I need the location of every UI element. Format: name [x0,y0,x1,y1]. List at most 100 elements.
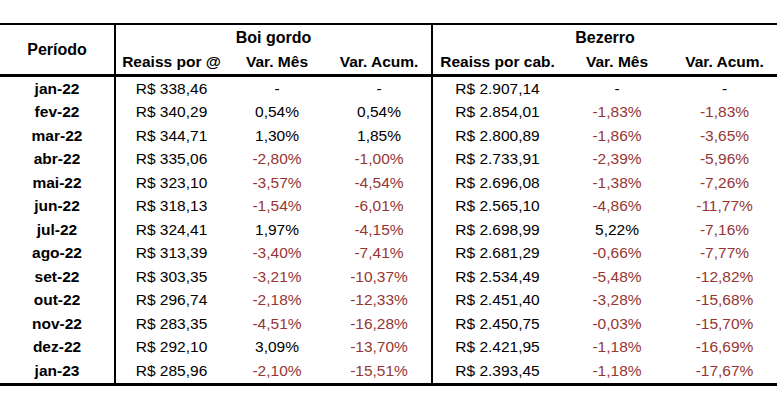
table-body: jan-22R$ 338,46--R$ 2.907,14--fev-22R$ 3… [0,76,777,385]
column-header-bezerro-reais-por-cab: Reaiss por cab. [432,50,562,76]
value-cell: -16,69% [672,336,777,360]
value-cell: R$ 318,13 [115,195,227,219]
value-cell: -17,67% [672,359,777,384]
period-cell: jul-22 [0,218,115,242]
value-cell: -2,18% [227,289,327,313]
table-row: nov-22R$ 283,35-4,51%-16,28%R$ 2.450,75-… [0,312,777,336]
value-cell: R$ 335,06 [115,148,227,172]
value-cell: -11,77% [672,195,777,219]
table-row: fev-22R$ 340,290,54%0,54%R$ 2.854,01-1,8… [0,101,777,125]
table-row: mai-22R$ 323,10-3,57%-4,54%R$ 2.696,08-1… [0,171,777,195]
value-cell: - [562,76,672,101]
value-cell: R$ 296,74 [115,289,227,313]
period-cell: set-22 [0,265,115,289]
value-cell: R$ 2.681,29 [432,242,562,266]
period-cell: jan-22 [0,76,115,101]
value-cell: 3,09% [227,336,327,360]
column-header-bezerro-var-acum: Var. Acum. [672,50,777,76]
value-cell: -15,51% [327,359,432,384]
value-cell: -7,77% [672,242,777,266]
period-cell: ago-22 [0,242,115,266]
value-cell: -1,83% [562,101,672,125]
value-cell: -2,39% [562,148,672,172]
value-cell: R$ 2.565,10 [432,195,562,219]
value-cell: -7,16% [672,218,777,242]
value-cell: -10,37% [327,265,432,289]
period-cell: nov-22 [0,312,115,336]
value-cell: -13,70% [327,336,432,360]
period-cell: mar-22 [0,124,115,148]
value-cell: -1,18% [562,359,672,384]
column-header-bezerro-var-mes: Var. Mês [562,50,672,76]
table-row: out-22R$ 296,74-2,18%-12,33%R$ 2.451,40-… [0,289,777,313]
value-cell: 0,54% [227,101,327,125]
value-cell: 1,85% [327,124,432,148]
value-cell: -12,33% [327,289,432,313]
column-header-boi-var-mes: Var. Mês [227,50,327,76]
value-cell: -16,28% [327,312,432,336]
group-header-bezerro: Bezerro [432,24,777,50]
table-row: set-22R$ 303,35-3,21%-10,37%R$ 2.534,49-… [0,265,777,289]
value-cell: R$ 340,29 [115,101,227,125]
table-row: abr-22R$ 335,06-2,80%-1,00%R$ 2.733,91-2… [0,148,777,172]
value-cell: R$ 2.854,01 [432,101,562,125]
value-cell: -4,86% [562,195,672,219]
value-cell: -1,38% [562,171,672,195]
table-header: Período Boi gordo Bezerro Reaiss por @ V… [0,24,777,76]
cattle-price-report: Período Boi gordo Bezerro Reaiss por @ V… [0,0,777,409]
value-cell: -6,01% [327,195,432,219]
value-cell: R$ 2.800,89 [432,124,562,148]
table-row: dez-22R$ 292,103,09%-13,70%R$ 2.421,95-1… [0,336,777,360]
column-header-boi-var-acum: Var. Acum. [327,50,432,76]
value-cell: R$ 2.450,75 [432,312,562,336]
cattle-price-table: Período Boi gordo Bezerro Reaiss por @ V… [0,23,777,386]
value-cell: R$ 2.534,49 [432,265,562,289]
value-cell: R$ 2.421,95 [432,336,562,360]
value-cell: R$ 338,46 [115,76,227,101]
subheader-row: Reaiss por @ Var. Mês Var. Acum. Reaiss … [0,50,777,76]
value-cell: R$ 323,10 [115,171,227,195]
value-cell: -1,00% [327,148,432,172]
table-row: jul-22R$ 324,411,97%-4,15%R$ 2.698,995,2… [0,218,777,242]
value-cell: -4,51% [227,312,327,336]
value-cell: -3,28% [562,289,672,313]
value-cell: R$ 2.698,99 [432,218,562,242]
value-cell: - [227,76,327,101]
value-cell: R$ 2.696,08 [432,171,562,195]
value-cell: R$ 2.393,45 [432,359,562,384]
table-row: jan-23R$ 285,96-2,10%-15,51%R$ 2.393,45-… [0,359,777,384]
value-cell: R$ 2.733,91 [432,148,562,172]
value-cell: R$ 344,71 [115,124,227,148]
value-cell: R$ 2.451,40 [432,289,562,313]
value-cell: -15,70% [672,312,777,336]
value-cell: R$ 303,35 [115,265,227,289]
period-cell: fev-22 [0,101,115,125]
value-cell: -3,65% [672,124,777,148]
period-cell: mai-22 [0,171,115,195]
value-cell: -7,41% [327,242,432,266]
value-cell: -2,10% [227,359,327,384]
value-cell: -3,40% [227,242,327,266]
value-cell: -4,54% [327,171,432,195]
value-cell: -15,68% [672,289,777,313]
value-cell: R$ 324,41 [115,218,227,242]
value-cell: 1,30% [227,124,327,148]
table-row: mar-22R$ 344,711,30%1,85%R$ 2.800,89-1,8… [0,124,777,148]
value-cell: -0,03% [562,312,672,336]
table-row: ago-22R$ 313,39-3,40%-7,41%R$ 2.681,29-0… [0,242,777,266]
value-cell: -5,96% [672,148,777,172]
value-cell: -5,48% [562,265,672,289]
value-cell: -3,57% [227,171,327,195]
value-cell: R$ 292,10 [115,336,227,360]
value-cell: -7,26% [672,171,777,195]
table-row: jun-22R$ 318,13-1,54%-6,01%R$ 2.565,10-4… [0,195,777,219]
period-cell: jun-22 [0,195,115,219]
value-cell: -1,86% [562,124,672,148]
value-cell: R$ 313,39 [115,242,227,266]
value-cell: 5,22% [562,218,672,242]
value-cell: -2,80% [227,148,327,172]
value-cell: -1,18% [562,336,672,360]
period-column-header: Período [0,24,115,76]
period-cell: out-22 [0,289,115,313]
value-cell: -1,83% [672,101,777,125]
